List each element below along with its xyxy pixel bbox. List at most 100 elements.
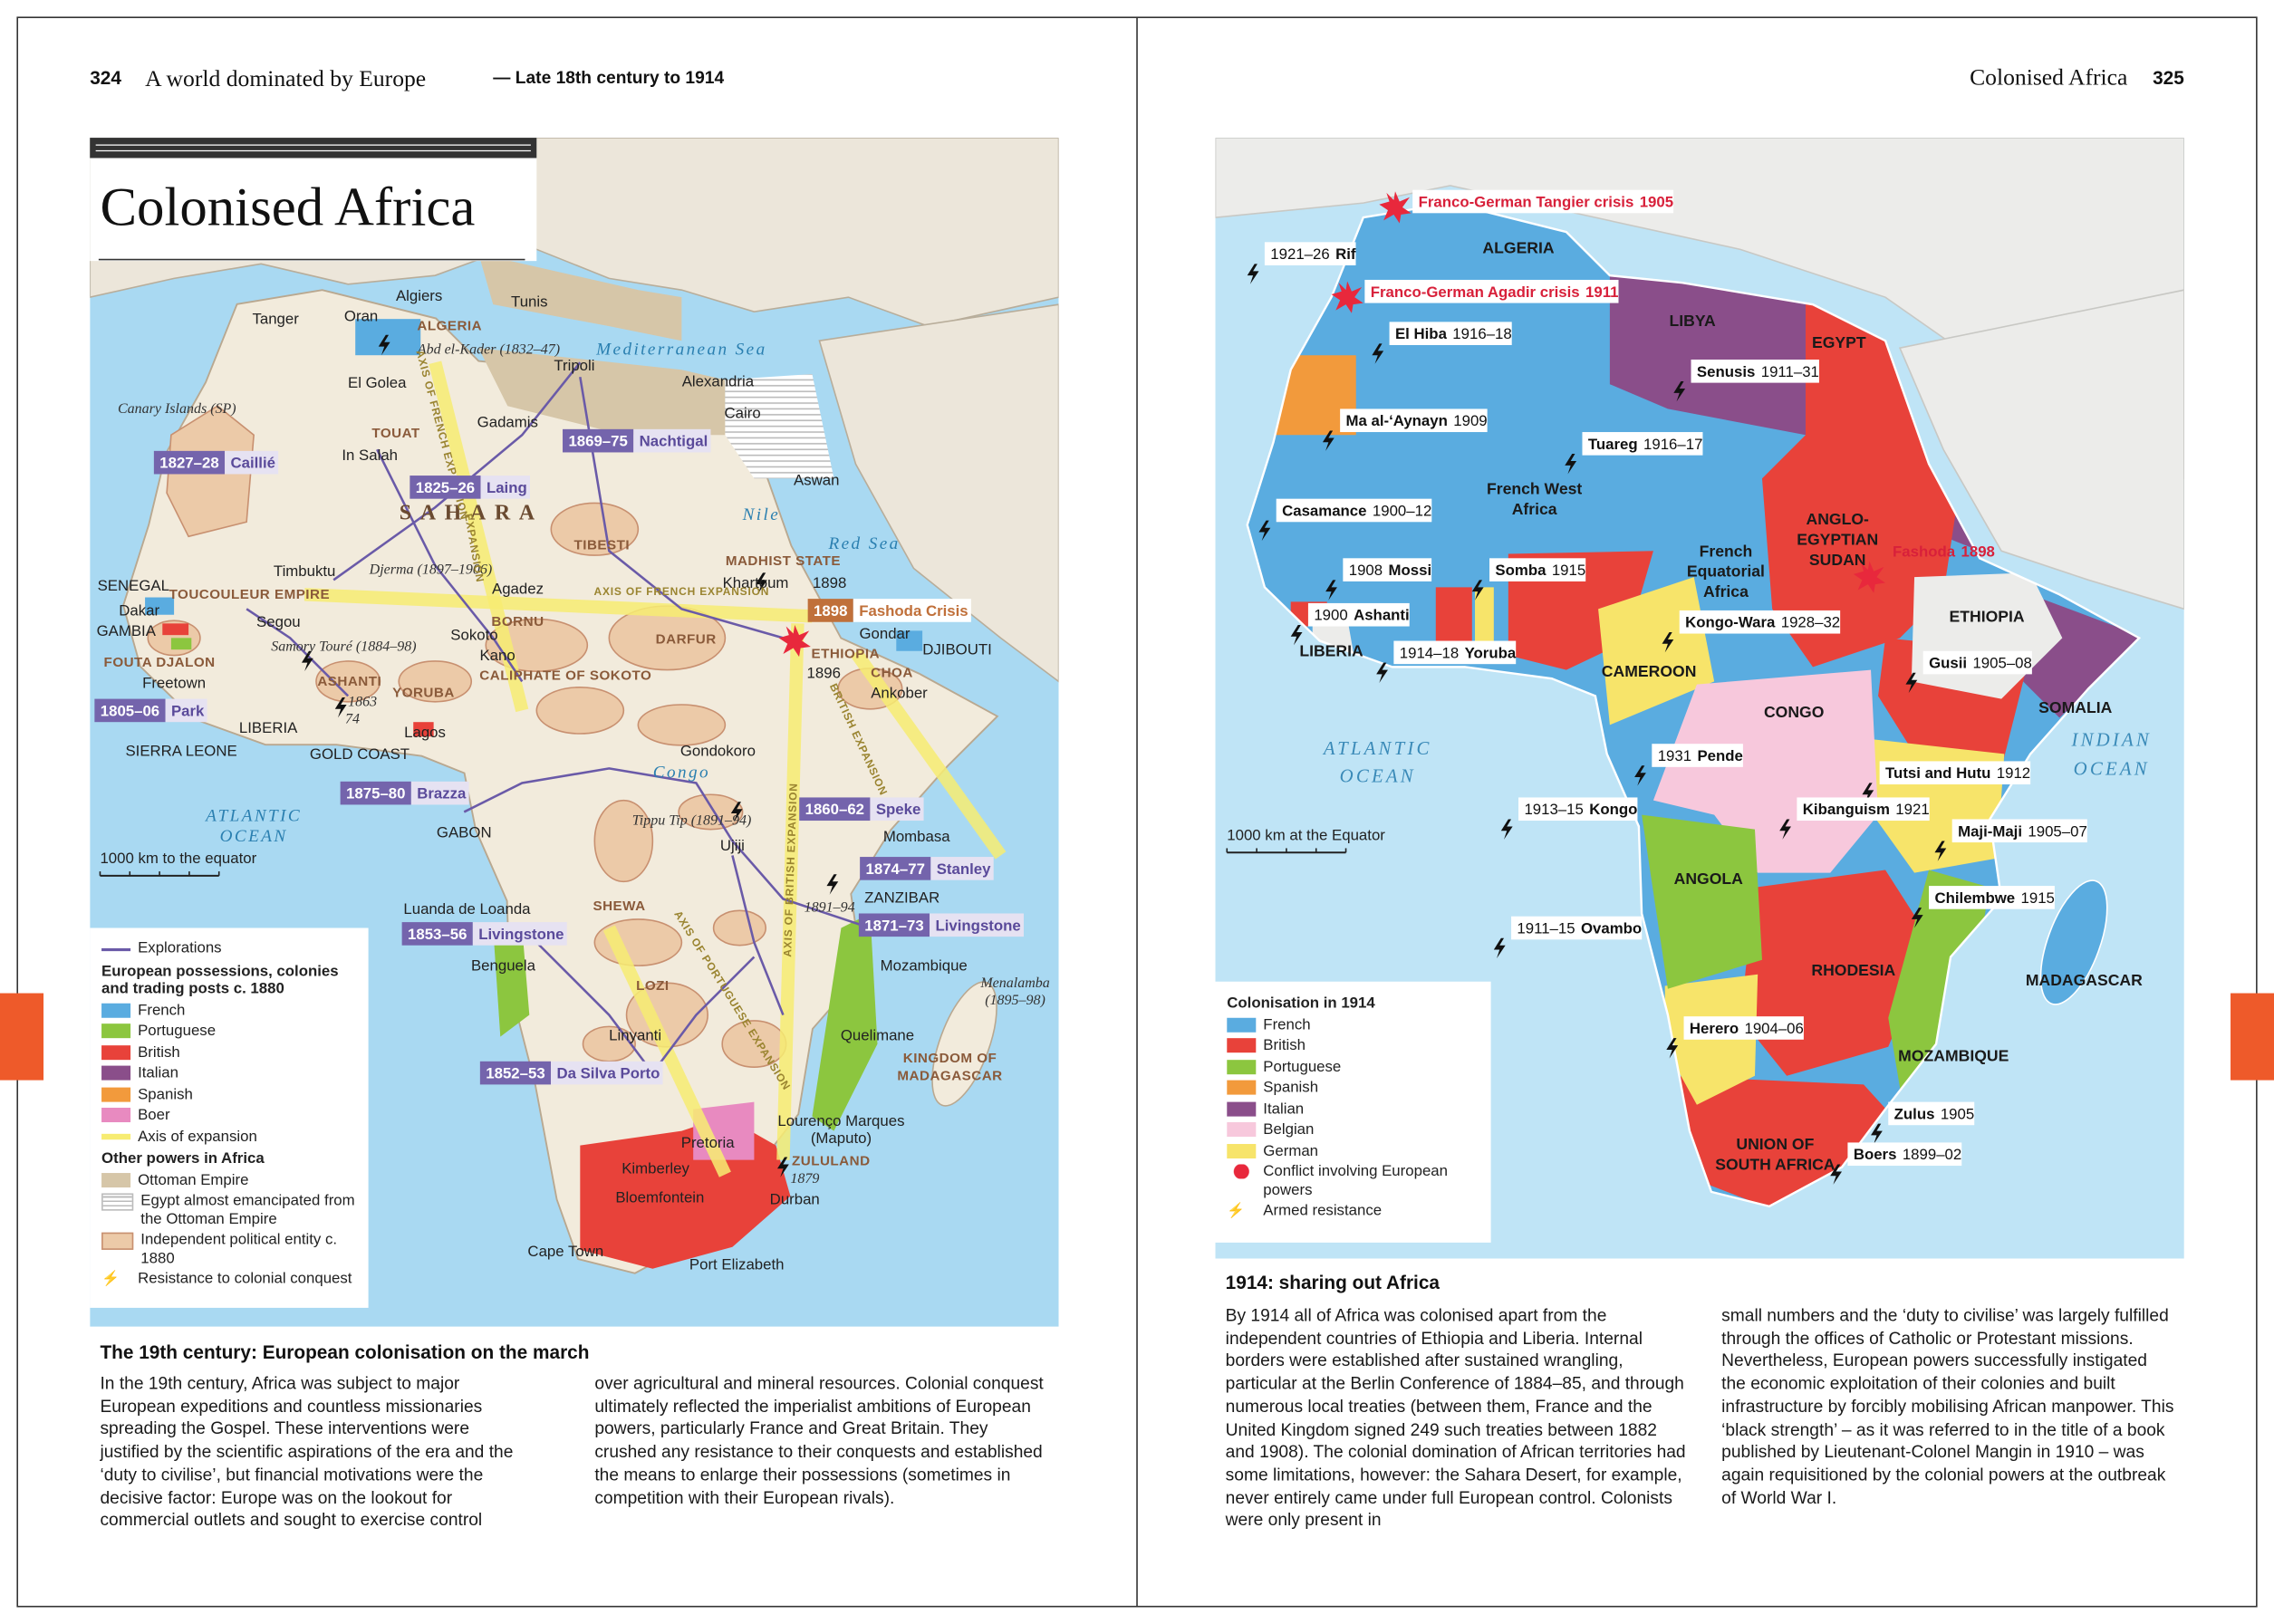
- resistance-label-part: 1921: [1895, 801, 1929, 818]
- legend-swatch: [101, 1193, 134, 1211]
- resistance-icon: [378, 334, 390, 356]
- explorer-label-date: 1860–62: [805, 801, 864, 818]
- resistance-label-part: Chilembwe: [1934, 889, 2015, 906]
- explorer-label-date: 1827–28: [159, 454, 218, 471]
- portuguese-possession: [170, 638, 192, 650]
- legend-swatch: [1227, 1122, 1257, 1138]
- resistance-label-bg: [1691, 359, 1819, 383]
- resistance-label-part: Gusii: [1929, 654, 1967, 671]
- legend-swatch: ⚡: [1227, 1203, 1246, 1220]
- territory: [812, 913, 878, 1131]
- resistance-label-part: 1915: [2021, 889, 2055, 906]
- legend-row: Boer: [101, 1106, 357, 1124]
- legend-label: Resistance to colonial conquest: [138, 1270, 352, 1288]
- place-label: 1879: [790, 1171, 819, 1187]
- resistance-label-part: 1911–15: [1517, 919, 1575, 937]
- region-label: CAMEROON: [1602, 662, 1697, 680]
- explorer-label-name: Brazza: [417, 784, 467, 802]
- place-label: (Maputo): [811, 1129, 872, 1147]
- expansion-axis: [850, 649, 1007, 860]
- french-possession: [355, 319, 421, 356]
- region-label: Africa: [1512, 500, 1557, 518]
- explorer-label-name: Park: [171, 702, 205, 719]
- legend-row: British: [1227, 1037, 1479, 1055]
- legend-swatch: [1227, 1143, 1257, 1158]
- legend-heading: Other powers in Africa: [101, 1149, 265, 1168]
- region-label: EGYPTIAN: [1797, 530, 1878, 548]
- exploration-route: [463, 767, 734, 842]
- legend-label: Portuguese: [1263, 1057, 1342, 1075]
- resistance-label-text: 1931 Pende: [1658, 747, 1743, 764]
- resistance-label-bg: [1847, 1142, 1962, 1167]
- explorer-label-text: 1805–06 Park: [101, 702, 205, 719]
- resistance-label-text: 1900 Ashanti: [1314, 606, 1409, 623]
- region-label: ANGLO-: [1807, 510, 1870, 528]
- conflict-label-part: Franco-German Tangier crisis: [1419, 193, 1634, 210]
- region-label: RHODESIA: [1811, 961, 1895, 979]
- explorer-label-text: 1874–77 Stanley: [866, 860, 992, 877]
- explorer-label-name: Livingstone: [478, 925, 564, 942]
- legend: Colonisation in 1914 French British Portugu…: [1215, 981, 1491, 1243]
- resistance-label-bg: [1582, 432, 1703, 456]
- explorer-label-bg: [472, 922, 567, 946]
- resistance-label-part: 1928–32: [1781, 613, 1840, 630]
- resistance-label-bg: [1879, 761, 2031, 785]
- resistance-label-text: Chilembwe 1915: [1934, 889, 2054, 906]
- place-label: DARFUR: [656, 631, 717, 647]
- explorer-label: 1852–53 Da Silva Porto: [479, 1061, 663, 1085]
- legend-swatch: [101, 1232, 134, 1250]
- french-possession: [896, 630, 923, 651]
- conflict-label-part: Fashoda: [1893, 543, 1956, 560]
- legend-row: Egypt almost emancipated from the Ottoma…: [101, 1192, 357, 1228]
- territory: [493, 927, 530, 1037]
- legend-row: ⚡ Armed resistance: [1227, 1202, 1479, 1220]
- place-label: Timbuktu: [274, 562, 335, 580]
- resistance-label-text: Tuareg 1916–17: [1588, 435, 1703, 452]
- map-title: Colonised Africa: [100, 177, 475, 237]
- place-label: Bloemfontein: [615, 1189, 704, 1206]
- resistance-label-text: El Hiba 1916–18: [1395, 325, 1512, 342]
- place-label: El Golea: [348, 374, 407, 391]
- resistance-label-bg: [1518, 797, 1638, 822]
- place-label: Samory Touré (1884–98): [271, 639, 416, 654]
- resistance-label-part: 1913–15: [1524, 801, 1583, 818]
- legend-row: British: [101, 1043, 357, 1062]
- resistance-label-part: El Hiba: [1395, 325, 1448, 342]
- explorer-label-bg: [870, 797, 924, 822]
- resistance-label: Tuareg 1916–17: [1582, 432, 1703, 456]
- conflict-label-text: Franco-German Agadir crisis 1911: [1371, 283, 1619, 300]
- exploration-route: [246, 608, 350, 697]
- place-label: GAMBIA: [97, 622, 157, 639]
- french-possession: [145, 597, 175, 615]
- resistance-label-bg: [1888, 1101, 1975, 1126]
- paragraph: small numbers and the ‘duty to civilise’…: [1721, 1304, 2174, 1508]
- explorer-label-name: Caillié: [230, 454, 275, 471]
- place-label: ALGERIA: [417, 319, 482, 334]
- resistance-label-text: Zulus 1905: [1894, 1105, 1975, 1122]
- place-label: Algiers: [396, 287, 442, 304]
- legend-label: Independent political entity c. 1880: [140, 1231, 338, 1267]
- resistance-label-text: 1914–18 Yoruba: [1400, 644, 1517, 661]
- explorer-label-name: Nachtigal: [640, 432, 708, 449]
- resistance-label-part: Ashanti: [1354, 606, 1410, 623]
- place-label: Abd el-Kader (1832–47): [417, 341, 560, 357]
- explorer-label-date: 1869–75: [568, 432, 627, 449]
- resistance-label-bg: [1393, 640, 1517, 665]
- explorer-label-bg: [860, 857, 931, 880]
- resistance-label-bg: [1340, 408, 1488, 433]
- exploration-route: [731, 840, 871, 929]
- legend-row: Belgian: [1227, 1120, 1479, 1139]
- explorer-label-bg: [479, 1061, 552, 1085]
- explorer-label-bg: [165, 698, 207, 723]
- place-label: Tanger: [252, 311, 299, 328]
- resistance-label: Maji-Maji 1905–07: [1951, 819, 2087, 843]
- conflict-label-part: 1905: [1640, 193, 1673, 210]
- place-label: ASHANTI: [317, 674, 381, 689]
- explorer-label: 1805–06 Park: [94, 698, 207, 723]
- place-label: GOLD COAST: [310, 745, 410, 763]
- legend-label: Boer: [138, 1106, 170, 1124]
- place-label: 1863: [348, 694, 377, 709]
- resistance-label-bg: [1307, 602, 1410, 627]
- conflict-label: Franco-German Tangier crisis 1905: [1412, 189, 1674, 214]
- resistance-label-part: 1905: [1941, 1105, 1974, 1122]
